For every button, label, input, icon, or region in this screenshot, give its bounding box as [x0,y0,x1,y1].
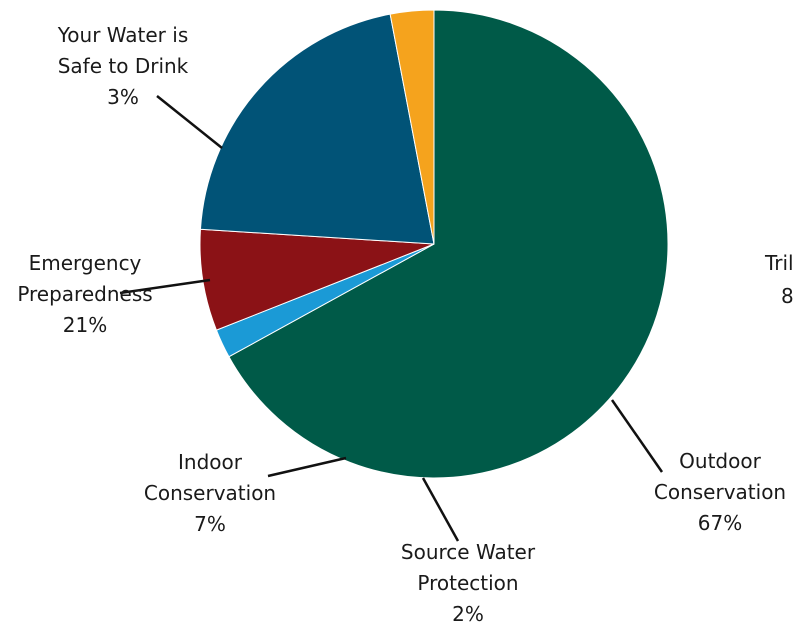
leader-line-source-water-protection [421,477,460,542]
slice-label-line: Indoor [178,450,243,474]
slice-label-line: 3% [107,85,139,109]
leader-line-outdoor-conservation [610,399,664,473]
slice-label-indoor-conservation: Indoor Conservation 7% [144,450,276,536]
slice-label-emergency-preparedness: Emergency Preparedness 21% [17,251,152,337]
leader-line-emergency-preparedness [119,278,211,295]
slice-label-line: Conservation [144,481,276,505]
slice-label-line: 21% [63,313,107,337]
slice-label-line: Emergency [29,251,142,275]
slice-label-line: 2% [452,602,484,625]
slice-label-source-water-protection: Source Water Protection 2% [401,540,536,625]
pie-slice-outdoor-conservation [228,9,669,479]
slice-label-line: 7% [194,512,226,536]
leader-line-your-water-is-safe-to-drink [156,95,223,149]
leader-line-indoor-conservation [267,456,347,478]
slice-label-line: Safe to Drink [58,54,189,78]
slice-label-line: Your Water is [57,23,189,47]
pie-slice-your-water-is-safe-to-drink [389,9,435,245]
slice-label-line: Protection [417,571,518,595]
slice-label-line: Source Water [401,540,536,564]
slice-label-line: 67% [698,511,742,535]
cropped-label: Tril 8 [764,251,794,308]
slice-label-line: Preparedness [17,282,152,306]
cropped-label-line: 8 [781,284,794,308]
pie-slice-emergency-preparedness [199,13,435,245]
slice-label-line: Outdoor [679,449,761,473]
slice-label-line: Conservation [654,480,786,504]
slice-label-outdoor-conservation: Outdoor Conservation 67% [654,449,786,535]
slice-label-your-water-is-safe-to-drink: Your Water is Safe to Drink 3% [57,23,189,109]
cropped-label-line: Tril [764,251,794,275]
